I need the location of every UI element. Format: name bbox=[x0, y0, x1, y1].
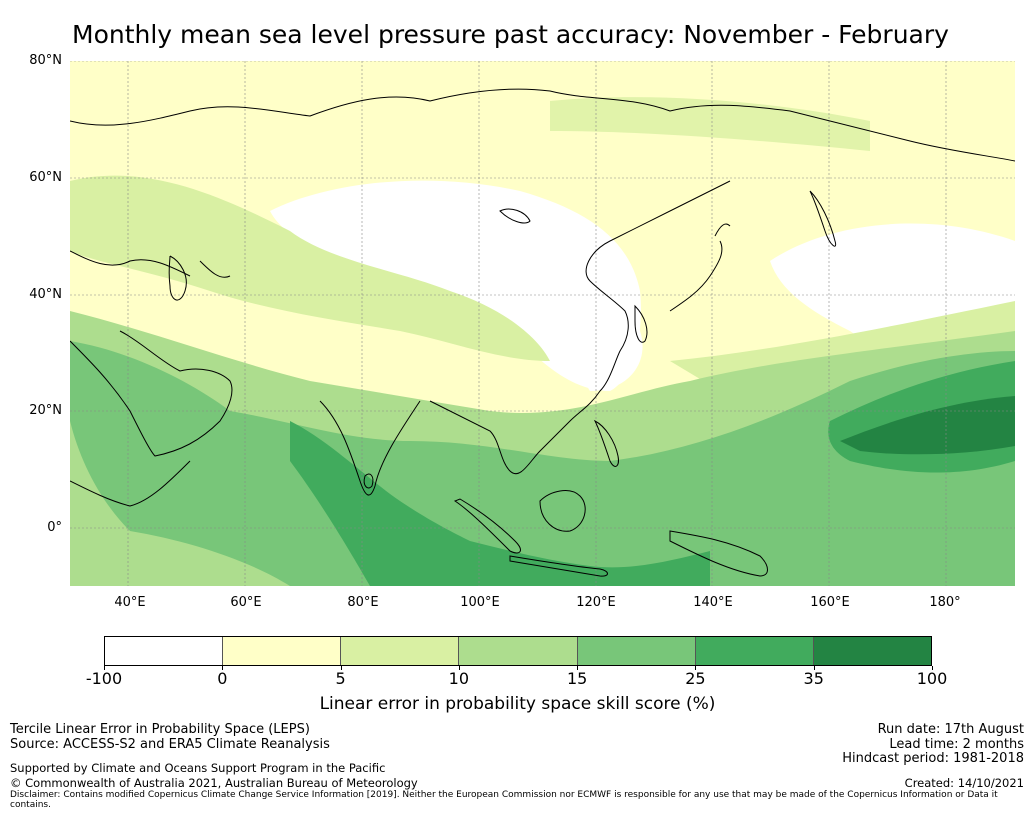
colorbar-tick-label: -100 bbox=[85, 669, 123, 688]
colorbar-tick-mark bbox=[104, 666, 105, 670]
coast-java bbox=[509, 555, 608, 577]
footer-created: Created: 14/10/2021 bbox=[904, 776, 1024, 790]
colorbar-tick-label: 100 bbox=[916, 669, 948, 688]
colorbar-segment bbox=[459, 637, 578, 665]
lon-label-180: 180° bbox=[929, 595, 961, 610]
colorbar-tick-label: 15 bbox=[566, 669, 588, 688]
lon-label-80e: 80°E bbox=[347, 595, 379, 610]
lon-label-140e: 140°E bbox=[693, 595, 733, 610]
colorbar-tick-label: 25 bbox=[685, 669, 706, 688]
colorbar-label: Linear error in probability space skill … bbox=[319, 694, 716, 714]
colorbar-tick-mark bbox=[932, 666, 933, 670]
coast-sumatra bbox=[453, 498, 521, 554]
colorbar-segment bbox=[105, 637, 224, 665]
colorbar-segment bbox=[813, 637, 931, 665]
lon-label-160e: 160°E bbox=[810, 595, 850, 610]
graticule bbox=[70, 61, 1015, 586]
coast-india bbox=[319, 400, 421, 496]
colorbar-tick-mark bbox=[813, 666, 815, 670]
lat-label-40n: 40°N bbox=[29, 287, 62, 302]
lat-label-20n: 20°N bbox=[29, 403, 62, 418]
white-zone-east-china bbox=[568, 288, 643, 391]
lon-label-40e: 40°E bbox=[114, 595, 146, 610]
coast-philippines bbox=[593, 419, 619, 467]
footer-hindcast-period: Hindcast period: 1981-2018 bbox=[842, 751, 1024, 766]
footer-support: Supported by Climate and Oceans Support … bbox=[10, 761, 386, 775]
coast-europe-caspian bbox=[70, 250, 231, 301]
footer-source: Source: ACCESS-S2 and ERA5 Climate Reana… bbox=[10, 737, 330, 752]
colorbar-tick-label: 35 bbox=[803, 669, 824, 688]
skill-shading bbox=[70, 97, 1015, 586]
white-zone-central-asia bbox=[270, 180, 641, 391]
colorbar-segment bbox=[695, 637, 814, 665]
coast-africa-horn bbox=[70, 460, 191, 507]
footer-method: Tercile Linear Error in Probability Spac… bbox=[10, 722, 310, 737]
map-canvas bbox=[70, 61, 1015, 586]
colorbar-tick-mark bbox=[577, 666, 579, 670]
coast-borneo bbox=[539, 490, 586, 532]
footer-copyright: © Commonwealth of Australia 2021, Austra… bbox=[10, 776, 418, 790]
skill-score-map[interactable] bbox=[70, 61, 1015, 586]
green-zone-tropics bbox=[70, 341, 1015, 586]
colorbar-tick-mark bbox=[695, 666, 697, 670]
darkest-zone-pacific bbox=[840, 396, 1015, 455]
colorbar-tick-label: 0 bbox=[217, 669, 228, 688]
lon-label-100e: 100°E bbox=[460, 595, 500, 610]
darkgreen-zone-indian-ocean bbox=[290, 421, 710, 586]
coast-japan bbox=[669, 223, 731, 312]
lat-label-0: 0° bbox=[47, 520, 62, 535]
lat-label-60n: 60°N bbox=[29, 170, 62, 185]
colorbar bbox=[104, 636, 932, 666]
colorbar-segment bbox=[341, 637, 460, 665]
colorbar-tick-label: 5 bbox=[335, 669, 346, 688]
lon-label-60e: 60°E bbox=[230, 595, 262, 610]
coast-korea bbox=[634, 304, 648, 343]
colorbar-segment bbox=[223, 637, 342, 665]
coast-srilanka bbox=[363, 473, 374, 489]
coast-new-guinea bbox=[669, 530, 768, 577]
coast-kamchatka bbox=[809, 190, 837, 247]
colorbar-tick-mark bbox=[222, 666, 224, 670]
map-title: Monthly mean sea level pressure past acc… bbox=[72, 20, 949, 49]
lightgreen-zone-north bbox=[70, 175, 550, 361]
coast-baikal bbox=[499, 208, 531, 224]
coast-arabia bbox=[70, 330, 233, 457]
lat-label-80n: 80°N bbox=[29, 53, 62, 68]
colorbar-tick-label: 10 bbox=[448, 669, 470, 688]
coast-se-asia bbox=[429, 180, 731, 474]
footer-lead-time: Lead time: 2 months bbox=[889, 737, 1024, 752]
coast-arctic bbox=[70, 88, 1015, 162]
footer-run-date: Run date: 17th August bbox=[877, 722, 1024, 737]
colorbar-tick-mark bbox=[340, 666, 342, 670]
colorbar-segment bbox=[577, 637, 696, 665]
colorbar-tick-mark bbox=[458, 666, 460, 670]
lon-label-120e: 120°E bbox=[576, 595, 616, 610]
footer-disclaimer: Disclaimer: Contains modified Copernicus… bbox=[10, 790, 998, 810]
coastlines bbox=[70, 88, 1015, 577]
